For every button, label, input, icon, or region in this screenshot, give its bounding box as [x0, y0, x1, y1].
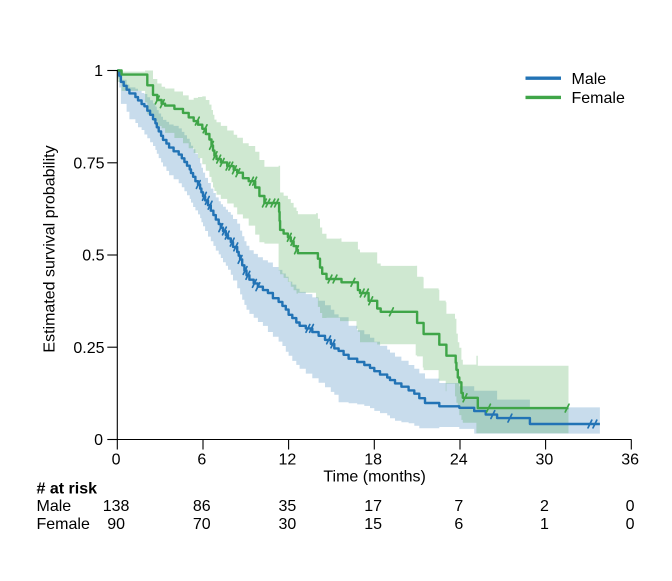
svg-text:6: 6: [197, 452, 206, 469]
svg-text:0.75: 0.75: [73, 155, 104, 172]
svg-text:86: 86: [193, 498, 211, 515]
svg-text:Female: Female: [37, 516, 90, 533]
svg-text:0: 0: [112, 452, 121, 469]
svg-text:35: 35: [279, 498, 297, 515]
svg-text:Male: Male: [572, 71, 607, 88]
svg-text:0.25: 0.25: [73, 340, 104, 357]
svg-text:1: 1: [540, 516, 549, 533]
svg-text:30: 30: [536, 452, 554, 469]
svg-text:30: 30: [279, 516, 297, 533]
svg-text:0: 0: [94, 432, 103, 449]
svg-text:Male: Male: [37, 498, 72, 515]
svg-text:17: 17: [364, 498, 382, 515]
svg-text:36: 36: [621, 452, 639, 469]
svg-text:0: 0: [626, 498, 635, 515]
svg-text:1: 1: [94, 63, 103, 80]
svg-text:0: 0: [626, 516, 635, 533]
svg-text:Time (months): Time (months): [323, 469, 426, 486]
svg-text:138: 138: [103, 498, 130, 515]
svg-text:Estimated survival probability: Estimated survival probability: [42, 145, 59, 352]
svg-text:24: 24: [450, 452, 468, 469]
svg-text:6: 6: [454, 516, 463, 533]
svg-text:18: 18: [364, 452, 382, 469]
svg-text:0.5: 0.5: [82, 248, 104, 265]
svg-text:90: 90: [107, 516, 125, 533]
svg-text:2: 2: [540, 498, 549, 515]
svg-text:15: 15: [364, 516, 382, 533]
svg-text:# at risk: # at risk: [37, 481, 98, 498]
svg-text:Female: Female: [572, 90, 625, 107]
svg-text:70: 70: [193, 516, 211, 533]
svg-text:12: 12: [279, 452, 297, 469]
svg-text:7: 7: [454, 498, 463, 515]
